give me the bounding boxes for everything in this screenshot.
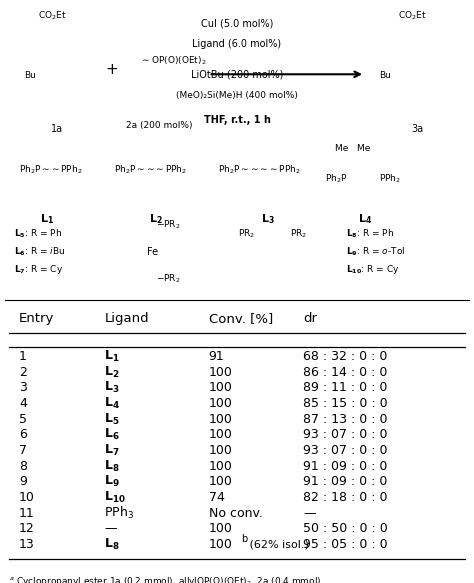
Text: $\mathbf{L_6}$: R = $i$Bu: $\mathbf{L_6}$: R = $i$Bu (14, 245, 65, 258)
Text: (62% isol.): (62% isol.) (246, 539, 310, 549)
Text: CuI (5.0 mol%): CuI (5.0 mol%) (201, 18, 273, 28)
Text: (MeO)₂Si(Me)H (400 mol%): (MeO)₂Si(Me)H (400 mol%) (176, 91, 298, 100)
Text: No conv.: No conv. (209, 507, 263, 519)
Text: $\mathbf{L_7}$: R = Cy: $\mathbf{L_7}$: R = Cy (14, 264, 64, 276)
Text: Bu: Bu (24, 71, 36, 80)
Text: b: b (241, 535, 247, 545)
Text: $\mathbf{L_4}$: $\mathbf{L_4}$ (358, 212, 372, 226)
Text: Entry: Entry (19, 311, 55, 325)
Text: dr: dr (303, 311, 318, 325)
Text: 3: 3 (19, 381, 27, 394)
Text: $\mathbf{L_{1}}$: $\mathbf{L_{1}}$ (104, 349, 120, 364)
Text: 91 : 09 : 0 : 0: 91 : 09 : 0 : 0 (303, 459, 388, 473)
Text: $\mathbf{L_3}$: $\mathbf{L_3}$ (261, 212, 275, 226)
Text: —: — (104, 522, 117, 535)
Text: 9: 9 (19, 475, 27, 488)
Text: Ligand (6.0 mol%): Ligand (6.0 mol%) (192, 40, 282, 50)
Text: PR$_2$: PR$_2$ (238, 227, 255, 240)
Text: $\mathbf{L_1}$: $\mathbf{L_1}$ (40, 212, 55, 226)
Text: $\mathbf{L_{4}}$: $\mathbf{L_{4}}$ (104, 396, 120, 411)
Text: 82 : 18 : 0 : 0: 82 : 18 : 0 : 0 (303, 491, 388, 504)
Text: THF, r.t., 1 h: THF, r.t., 1 h (203, 115, 271, 125)
Text: —: — (303, 507, 316, 519)
Text: 68 : 32 : 0 : 0: 68 : 32 : 0 : 0 (303, 350, 388, 363)
Text: 100: 100 (209, 475, 232, 488)
Text: 91: 91 (209, 350, 224, 363)
Text: $\sim$OP(O)(OEt)$_2$: $\sim$OP(O)(OEt)$_2$ (140, 54, 206, 67)
Text: 2: 2 (19, 366, 27, 378)
Text: 100: 100 (209, 397, 232, 410)
Text: $\mathbf{L_{8}}$: $\mathbf{L_{8}}$ (104, 537, 120, 552)
Text: 7: 7 (19, 444, 27, 457)
Text: 100: 100 (209, 522, 232, 535)
Text: PPh$_2$: PPh$_2$ (379, 173, 401, 185)
Text: LiOtBu (200 mol%): LiOtBu (200 mol%) (191, 70, 283, 80)
Text: Conv. [%]: Conv. [%] (209, 311, 273, 325)
Text: 1a: 1a (51, 124, 63, 134)
Text: PR$_2$: PR$_2$ (290, 227, 307, 240)
Text: $-$PR$_2$: $-$PR$_2$ (156, 273, 181, 285)
Text: 3a: 3a (411, 124, 423, 134)
Text: $-$PR$_2$: $-$PR$_2$ (156, 218, 181, 231)
Text: $\mathbf{L_{10}}$: R = Cy: $\mathbf{L_{10}}$: R = Cy (346, 264, 400, 276)
Text: $\mathbf{L_{8}}$: $\mathbf{L_{8}}$ (104, 458, 120, 473)
Text: $\mathbf{L_{7}}$: $\mathbf{L_{7}}$ (104, 443, 120, 458)
Text: Ligand: Ligand (104, 311, 149, 325)
Text: 93 : 07 : 0 : 0: 93 : 07 : 0 : 0 (303, 428, 388, 441)
Text: $\mathbf{L_2}$: $\mathbf{L_2}$ (149, 212, 164, 226)
Text: Bu: Bu (379, 71, 391, 80)
Text: 93 : 07 : 0 : 0: 93 : 07 : 0 : 0 (303, 444, 388, 457)
Text: 91 : 09 : 0 : 0: 91 : 09 : 0 : 0 (303, 475, 388, 488)
Text: 5: 5 (19, 413, 27, 426)
Text: CO$_2$Et: CO$_2$Et (38, 9, 66, 22)
Text: Ph$_2$P$\sim\!\sim\!\sim$PPh$_2$: Ph$_2$P$\sim\!\sim\!\sim$PPh$_2$ (114, 163, 187, 176)
Text: Ph$_2$P$\sim\!\sim$PPh$_2$: Ph$_2$P$\sim\!\sim$PPh$_2$ (19, 163, 82, 176)
Text: 8: 8 (19, 459, 27, 473)
Text: CO$_2$Et: CO$_2$Et (398, 9, 427, 22)
Text: PPh$_3$: PPh$_3$ (104, 505, 134, 521)
Text: Me   Me: Me Me (336, 144, 371, 153)
Text: 11: 11 (19, 507, 35, 519)
Text: 85 : 15 : 0 : 0: 85 : 15 : 0 : 0 (303, 397, 388, 410)
Text: 6: 6 (19, 428, 27, 441)
Text: 89 : 11 : 0 : 0: 89 : 11 : 0 : 0 (303, 381, 388, 394)
Text: $\mathbf{L_{2}}$: $\mathbf{L_{2}}$ (104, 364, 120, 380)
Text: 100: 100 (209, 381, 232, 394)
Text: 100: 100 (209, 413, 232, 426)
Text: $\mathbf{L_{5}}$: $\mathbf{L_{5}}$ (104, 412, 120, 427)
Text: 2a (200 mol%): 2a (200 mol%) (126, 121, 192, 130)
Text: 100: 100 (209, 428, 232, 441)
Text: 100: 100 (209, 459, 232, 473)
Text: 12: 12 (19, 522, 35, 535)
Text: 50 : 50 : 0 : 0: 50 : 50 : 0 : 0 (303, 522, 388, 535)
Text: 100: 100 (209, 538, 232, 551)
Text: 74: 74 (209, 491, 224, 504)
Text: 87 : 13 : 0 : 0: 87 : 13 : 0 : 0 (303, 413, 388, 426)
Text: 95 : 05 : 0 : 0: 95 : 05 : 0 : 0 (303, 538, 388, 551)
Text: 1: 1 (19, 350, 27, 363)
Text: $\mathbf{L_{9}}$: $\mathbf{L_{9}}$ (104, 474, 120, 489)
Text: $\mathbf{L_9}$: R = $o$-Tol: $\mathbf{L_9}$: R = $o$-Tol (346, 245, 405, 258)
Text: 86 : 14 : 0 : 0: 86 : 14 : 0 : 0 (303, 366, 388, 378)
Text: $\mathbf{L_{10}}$: $\mathbf{L_{10}}$ (104, 490, 126, 505)
Text: 100: 100 (209, 366, 232, 378)
Text: +: + (105, 62, 118, 77)
Text: $\mathbf{L_5}$: R = Ph: $\mathbf{L_5}$: R = Ph (14, 227, 63, 240)
Text: $\mathbf{L_{6}}$: $\mathbf{L_{6}}$ (104, 427, 120, 442)
Text: Ph$_2$P: Ph$_2$P (325, 173, 347, 185)
Text: $^a$ Cyclopropanyl ester 1a (0.2 mmol), allylOP(O)(OEt)$_2$  2a (0.4 mmol): $^a$ Cyclopropanyl ester 1a (0.2 mmol), … (9, 575, 322, 583)
Text: 13: 13 (19, 538, 35, 551)
Text: $\mathbf{L_8}$: R = Ph: $\mathbf{L_8}$: R = Ph (346, 227, 394, 240)
Text: Ph$_2$P$\sim\!\sim\!\sim\!\sim$PPh$_2$: Ph$_2$P$\sim\!\sim\!\sim\!\sim$PPh$_2$ (218, 163, 301, 176)
Text: 100: 100 (209, 444, 232, 457)
Text: $\mathbf{L_{3}}$: $\mathbf{L_{3}}$ (104, 380, 120, 395)
Text: 10: 10 (19, 491, 35, 504)
Text: 4: 4 (19, 397, 27, 410)
Text: Fe: Fe (147, 247, 158, 257)
